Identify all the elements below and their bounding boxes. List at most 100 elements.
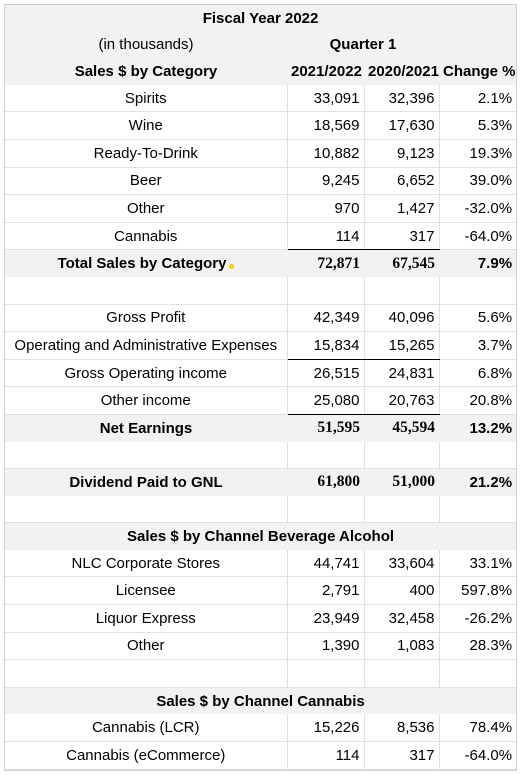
cell-prior: 17,630: [363, 111, 439, 140]
table-row: Other income 25,080 20,763 20.8%: [5, 386, 517, 415]
table-row: Beer 9,245 6,652 39.0%: [5, 167, 517, 196]
col-change-header: Change %: [439, 58, 517, 85]
cell-current: 1,390: [286, 632, 364, 661]
cell-change: 5.3%: [438, 111, 517, 140]
net-earnings-row: Net Earnings 51,595 45,594 13.2%: [5, 414, 517, 442]
row-label: Spirits: [5, 84, 287, 113]
row-label-total: Total Sales by Category: [5, 249, 287, 277]
cell-change: 2.1%: [438, 84, 517, 113]
cell-prior: 9,123: [363, 139, 439, 168]
cell-change: 28.3%: [438, 632, 517, 661]
cell-prior: 40,096: [363, 304, 439, 333]
cell-prior: 24,831: [363, 359, 439, 388]
column-header-row: Sales $ by Category 2021/2022 2020/2021 …: [5, 58, 517, 85]
cell-current: 61,800: [287, 468, 364, 496]
spacer-row: [5, 441, 517, 470]
spacer-row: [5, 659, 517, 688]
cell-prior: 33,604: [363, 549, 439, 578]
cell-change: -64.0%: [438, 741, 517, 770]
cursor-dot-icon: [229, 264, 235, 270]
cell-change: 19.3%: [438, 139, 517, 168]
cell-change: 3.7%: [438, 331, 517, 360]
table-row: Cannabis (eCommerce) 114 317 -64.0%: [5, 741, 517, 770]
table-row: Operating and Administrative Expenses 15…: [5, 331, 517, 360]
section-title-cannabis: Sales $ by Channel Cannabis: [5, 687, 517, 715]
table-row: Cannabis 114 317 -64.0%: [5, 222, 517, 251]
cell-current: 44,741: [286, 549, 364, 578]
cell-change: -26.2%: [438, 604, 517, 633]
row-label: Cannabis (eCommerce): [5, 741, 287, 770]
row-label-net-earnings: Net Earnings: [5, 414, 287, 442]
cell-change: -32.0%: [438, 194, 517, 223]
table-row: NLC Corporate Stores 44,741 33,604 33.1%: [5, 549, 517, 578]
row-label: Other: [5, 194, 287, 223]
cell-prior: 1,083: [363, 632, 439, 661]
row-label-dividend: Dividend Paid to GNL: [5, 468, 287, 496]
row-label: Operating and Administrative Expenses: [5, 331, 287, 360]
row-label: Gross Operating income: [5, 359, 287, 388]
cell-current: 9,245: [286, 167, 364, 196]
table-row: Spirits 33,091 32,396 2.1%: [5, 84, 517, 113]
period-label: Quarter 1: [287, 31, 439, 59]
cell-current: 72,871: [287, 249, 364, 277]
cell-change: 33.1%: [438, 549, 517, 578]
col-prior-header: 2020/2021: [364, 58, 439, 85]
channel-alcohol-header-row: Sales $ by Channel Beverage Alcohol: [5, 522, 517, 550]
row-label: Other: [5, 632, 287, 661]
cell-current: 970: [286, 194, 364, 223]
row-label: NLC Corporate Stores: [5, 549, 287, 578]
spacer-row: [5, 495, 517, 524]
row-label: Licensee: [5, 576, 287, 606]
section-label-category: Sales $ by Category: [5, 58, 287, 85]
cell-current: 15,834: [286, 331, 364, 360]
spacer-row: [5, 276, 517, 305]
cell-current: 2,791: [286, 576, 364, 606]
cell-prior: 1,427: [363, 194, 439, 223]
cell-prior: 32,458: [363, 604, 439, 633]
row-label: Cannabis (LCR): [5, 714, 287, 743]
cell-change: 597.8%: [438, 576, 517, 606]
cell-current: 10,882: [286, 139, 364, 168]
table-row: Gross Operating income 26,515 24,831 6.8…: [5, 359, 517, 388]
cell-current: 26,515: [286, 359, 364, 388]
title-row: Fiscal Year 2022: [5, 5, 517, 32]
financial-table: Fiscal Year 2022 (in thousands) Quarter …: [5, 5, 517, 770]
cell-current: 18,569: [286, 111, 364, 140]
col-current-header: 2021/2022: [287, 58, 364, 85]
cell-prior: 317: [363, 222, 439, 251]
cell-change: 78.4%: [438, 714, 517, 743]
table-row: Liquor Express 23,949 32,458 -26.2%: [5, 604, 517, 633]
table-row: Licensee 2,791 400 597.8%: [5, 576, 517, 606]
cell-prior: 400: [363, 576, 439, 606]
row-label: Wine: [5, 111, 287, 140]
cell-current: 114: [286, 222, 364, 251]
table-row: Ready-To-Drink 10,882 9,123 19.3%: [5, 139, 517, 168]
table-row: Other 1,390 1,083 28.3%: [5, 632, 517, 661]
units-note: (in thousands): [5, 31, 287, 59]
cell-prior: 20,763: [363, 386, 439, 415]
cell-prior: 32,396: [363, 84, 439, 113]
table-row: Wine 18,569 17,630 5.3%: [5, 111, 517, 140]
cell-current: 51,595: [287, 414, 364, 442]
cell-change: 7.9%: [439, 249, 517, 277]
row-label: Cannabis: [5, 222, 287, 251]
cell-prior: 15,265: [363, 331, 439, 360]
total-label-text: Total Sales by Category: [57, 255, 227, 273]
table-row: Gross Profit 42,349 40,096 5.6%: [5, 304, 517, 333]
cell-current: 23,949: [286, 604, 364, 633]
fiscal-year-title: Fiscal Year 2022: [5, 5, 517, 32]
subheader-row: (in thousands) Quarter 1: [5, 31, 517, 59]
cell-current: 42,349: [286, 304, 364, 333]
cell-change: 21.2%: [439, 468, 517, 496]
channel-cannabis-header-row: Sales $ by Channel Cannabis: [5, 687, 517, 715]
table-row: Cannabis (LCR) 15,226 8,536 78.4%: [5, 714, 517, 743]
cell-prior: 317: [363, 741, 439, 770]
total-category-row: Total Sales by Category 72,871 67,545 7.…: [5, 249, 517, 277]
cell-change: 39.0%: [438, 167, 517, 196]
cell-prior: 45,594: [364, 414, 439, 442]
row-label: Liquor Express: [5, 604, 287, 633]
cell-change: 13.2%: [439, 414, 517, 442]
cell-prior: 8,536: [363, 714, 439, 743]
cell-change: 6.8%: [438, 359, 517, 388]
row-label: Beer: [5, 167, 287, 196]
